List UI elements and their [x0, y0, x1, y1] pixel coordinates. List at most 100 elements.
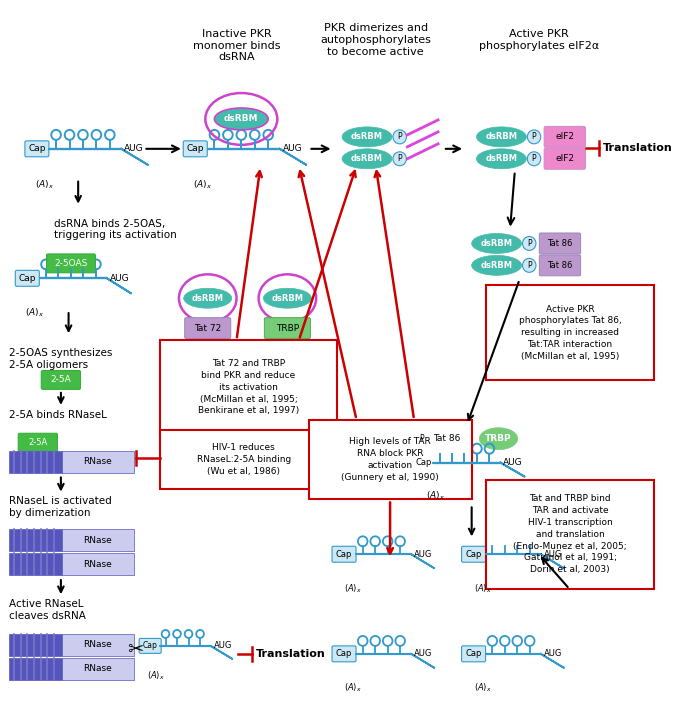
Text: RNaseL is activated
by dimerization: RNaseL is activated by dimerization [9, 496, 112, 518]
Text: P: P [532, 132, 536, 141]
Bar [160, 340, 337, 434]
Text: P: P [527, 239, 532, 248]
Text: PKR dimerizes and
autophosphorylates
to become active: PKR dimerizes and autophosphorylates to … [321, 23, 431, 57]
FancyBboxPatch shape [539, 233, 581, 254]
Text: AUG: AUG [414, 649, 432, 658]
Text: Cap: Cap [142, 641, 158, 651]
Text: 2-5OAS synthesizes
2-5A oligomers: 2-5OAS synthesizes 2-5A oligomers [9, 348, 112, 370]
Text: 2-5A binds RNaseL: 2-5A binds RNaseL [9, 410, 107, 420]
Text: Inactive PKR
monomer binds
dsRNA: Inactive PKR monomer binds dsRNA [192, 29, 280, 62]
Circle shape [523, 258, 536, 272]
Ellipse shape [472, 233, 521, 253]
Bar [62, 634, 134, 656]
Bar [9, 554, 62, 575]
Text: dsRBM: dsRBM [271, 294, 303, 303]
Ellipse shape [342, 127, 392, 146]
Text: Translation: Translation [256, 649, 325, 659]
Text: 2-5A: 2-5A [51, 376, 71, 384]
Text: $(A)_x$: $(A)_x$ [35, 179, 54, 191]
FancyBboxPatch shape [462, 546, 486, 562]
Text: dsRBM: dsRBM [486, 132, 517, 141]
Text: $(A)_x$: $(A)_x$ [473, 682, 491, 694]
Text: $(A)_x$: $(A)_x$ [147, 670, 165, 682]
Text: dsRBM: dsRBM [481, 261, 512, 270]
Text: Active RNaseL
cleaves dsRNA: Active RNaseL cleaves dsRNA [9, 599, 86, 620]
Ellipse shape [472, 256, 521, 275]
Bar [9, 634, 62, 656]
Text: dsRBM: dsRBM [351, 154, 383, 163]
Text: P: P [532, 154, 536, 163]
Text: Cap: Cap [18, 274, 36, 283]
Text: Tat 86: Tat 86 [433, 434, 460, 443]
Text: HIV-1 reduces
RNaseL:2-5A binding
(Wu et al, 1986): HIV-1 reduces RNaseL:2-5A binding (Wu et… [197, 443, 291, 476]
Text: eIF2: eIF2 [556, 132, 574, 141]
Text: AUG: AUG [283, 144, 302, 154]
Text: Translation: Translation [603, 143, 673, 153]
Text: AUG: AUG [214, 641, 232, 651]
Bar [9, 529, 62, 551]
Text: High levels of TAR
RNA block PKR
activation
(Gunnery et al, 1990): High levels of TAR RNA block PKR activat… [341, 437, 439, 482]
FancyBboxPatch shape [544, 126, 586, 147]
Text: Tat 86: Tat 86 [547, 261, 573, 270]
Text: P: P [397, 154, 402, 163]
FancyBboxPatch shape [539, 255, 581, 276]
Text: RNase: RNase [84, 457, 112, 466]
Text: eIF2: eIF2 [556, 154, 574, 163]
FancyBboxPatch shape [15, 271, 39, 286]
Ellipse shape [477, 127, 526, 146]
Bar [486, 480, 654, 589]
Text: Tat 72: Tat 72 [194, 324, 221, 332]
Text: AUG: AUG [414, 550, 432, 559]
Text: dsRNA binds 2-5OAS,
triggering its activation: dsRNA binds 2-5OAS, triggering its activ… [54, 218, 177, 240]
Text: 2-5A: 2-5A [28, 438, 47, 447]
FancyBboxPatch shape [264, 317, 310, 339]
Bar [62, 554, 134, 575]
Bar [9, 658, 62, 680]
Text: RNase: RNase [84, 536, 112, 545]
Text: Active PKR
phosphorylates Tat 86,
resulting in increased
Tat:TAR interaction
(Mc: Active PKR phosphorylates Tat 86, result… [519, 304, 621, 360]
Circle shape [527, 130, 540, 144]
FancyBboxPatch shape [425, 428, 469, 449]
Text: dsRBM: dsRBM [192, 294, 224, 303]
Text: Cap: Cap [336, 649, 352, 658]
Circle shape [415, 432, 429, 446]
Bar [486, 285, 654, 380]
Ellipse shape [477, 149, 526, 169]
Circle shape [527, 151, 540, 166]
Bar [308, 420, 472, 500]
Circle shape [523, 236, 536, 251]
Text: Cap: Cap [186, 144, 204, 154]
FancyBboxPatch shape [332, 546, 356, 562]
FancyBboxPatch shape [184, 141, 208, 157]
Ellipse shape [264, 288, 312, 308]
Text: $(A)_x$: $(A)_x$ [473, 582, 491, 595]
Text: AUG: AUG [503, 458, 523, 467]
Text: Cap: Cap [28, 144, 46, 154]
Text: RNase: RNase [84, 664, 112, 673]
FancyBboxPatch shape [412, 454, 436, 470]
Text: P: P [527, 261, 532, 270]
Text: ✂: ✂ [127, 640, 144, 659]
Text: P: P [397, 132, 402, 141]
FancyBboxPatch shape [462, 646, 486, 662]
Ellipse shape [479, 428, 518, 449]
Text: AUG: AUG [544, 649, 562, 658]
Ellipse shape [214, 108, 269, 130]
FancyBboxPatch shape [41, 370, 81, 389]
Text: dsRBM: dsRBM [224, 114, 258, 123]
Text: dsRBM: dsRBM [351, 132, 383, 141]
Text: dsRBM: dsRBM [481, 239, 512, 248]
Bar [62, 658, 134, 680]
Ellipse shape [342, 149, 392, 169]
Text: $(A)_x$: $(A)_x$ [425, 490, 445, 502]
Text: RNase: RNase [84, 560, 112, 569]
Text: AUG: AUG [124, 144, 144, 154]
FancyBboxPatch shape [18, 433, 58, 452]
FancyBboxPatch shape [47, 254, 95, 273]
Text: Tat 72 and TRBP
bind PKR and reduce
its activation
(McMillan et al, 1995;
Benkir: Tat 72 and TRBP bind PKR and reduce its … [198, 359, 299, 416]
Ellipse shape [184, 288, 232, 308]
Bar [62, 529, 134, 551]
Text: TRBP: TRBP [485, 434, 512, 443]
Text: AUG: AUG [544, 550, 562, 559]
Text: P: P [419, 434, 424, 443]
